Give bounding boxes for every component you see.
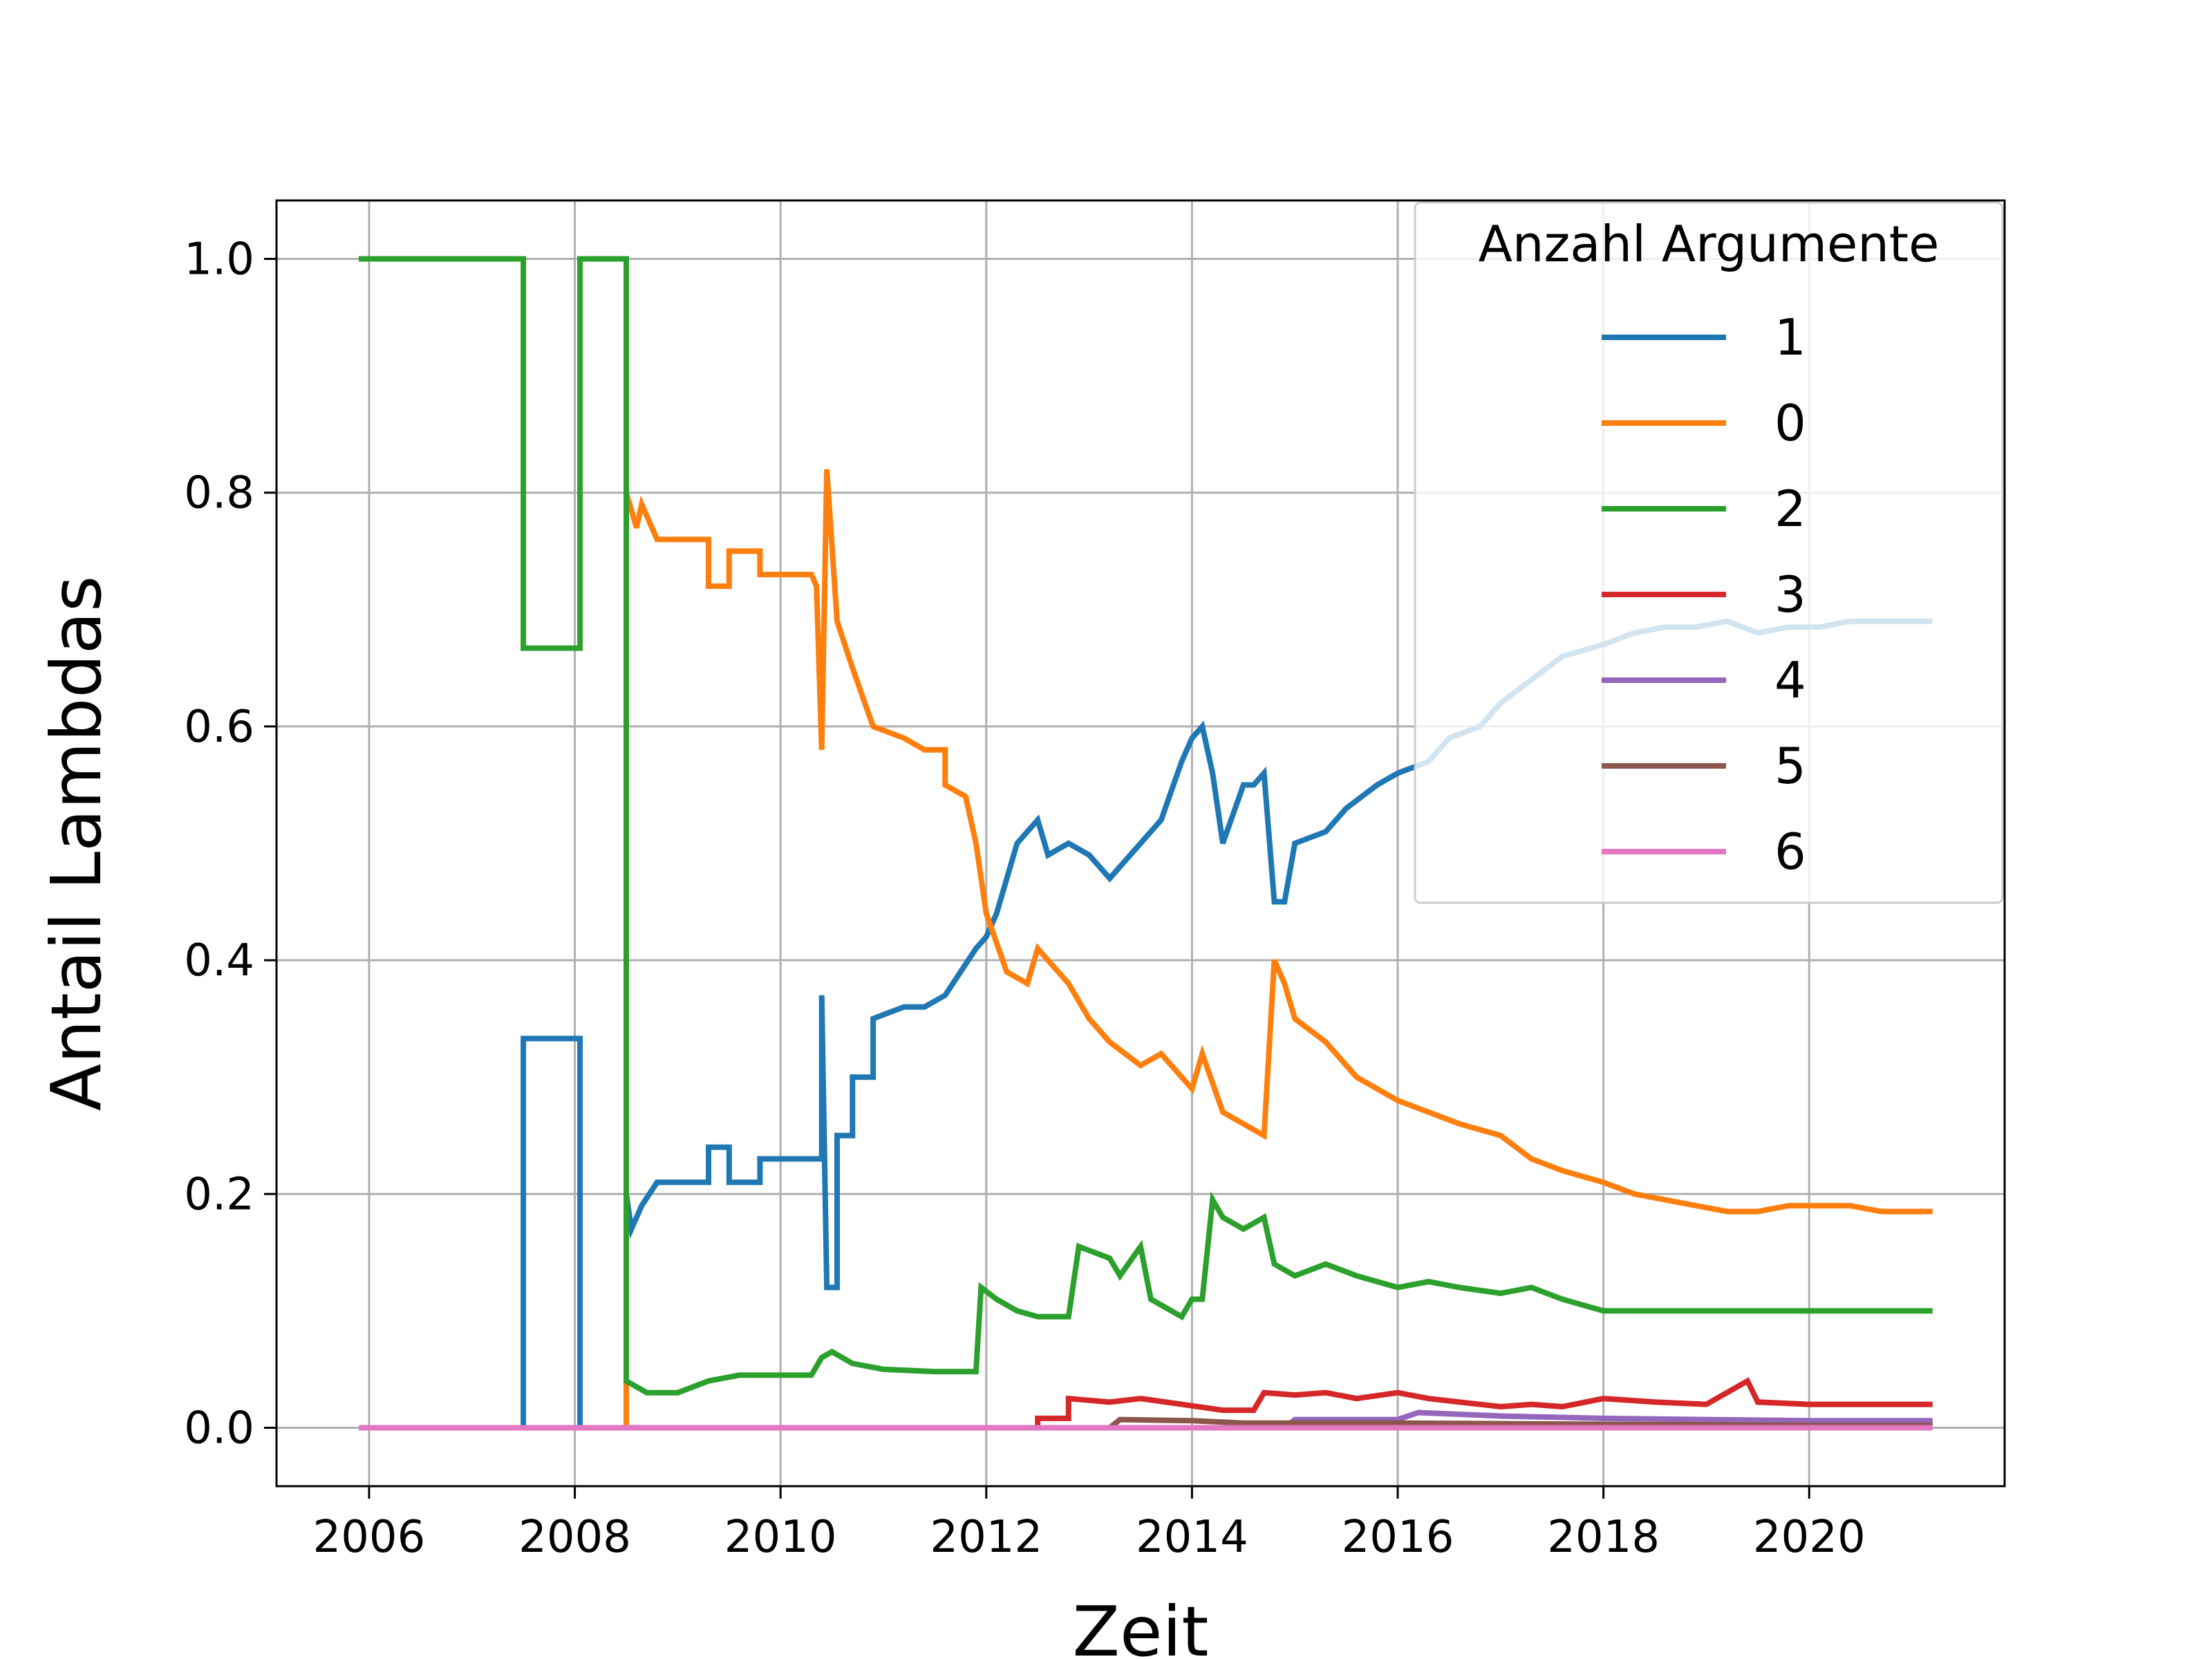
y-tick-label: 0.8	[184, 468, 254, 519]
legend-label-0: 0	[1774, 394, 1806, 452]
x-tick-label: 2010	[724, 1512, 837, 1563]
y-axis-label: Antail Lambdas	[36, 576, 117, 1111]
x-tick-label: 2018	[1547, 1512, 1660, 1563]
y-tick-label: 0.4	[184, 935, 254, 986]
legend-label-2: 2	[1774, 480, 1806, 538]
legend-label-5: 5	[1774, 737, 1806, 795]
legend-label-6: 6	[1774, 823, 1806, 881]
series-line-3	[359, 1377, 1933, 1431]
legend-label-4: 4	[1774, 651, 1806, 709]
x-axis-label: Zeit	[1072, 1591, 1208, 1659]
x-tick-label: 2006	[312, 1512, 425, 1563]
legend-label-1: 1	[1774, 308, 1806, 366]
y-tick-label: 0.2	[184, 1169, 254, 1220]
legend-items: 1 0 2 3 4 5 6	[1602, 308, 1806, 881]
y-tick-label: 1.0	[184, 234, 254, 285]
axis-ticks: 2006 2008 2010 2012 2014 2016 2018 20200.00.20.…	[184, 234, 1865, 1563]
x-tick-label: 2008	[518, 1512, 631, 1563]
y-tick-label: 0.0	[184, 1403, 254, 1454]
legend-label-3: 3	[1774, 565, 1806, 624]
x-tick-label: 2012	[930, 1512, 1042, 1563]
x-tick-label: 2020	[1753, 1512, 1866, 1563]
legend: Anzahl Argumente 1 0 2 3 4 5 6	[1414, 201, 2004, 904]
plot-frame	[275, 199, 2006, 1488]
series-line-2	[359, 256, 1933, 1396]
x-tick-label: 2014	[1136, 1512, 1248, 1563]
series-lines	[359, 256, 1933, 1431]
legend-title: Anzahl Argumente	[1479, 215, 1940, 273]
y-tick-label: 0.6	[184, 702, 254, 753]
series-line-0	[359, 469, 1933, 1431]
legend-box	[1414, 201, 2004, 904]
x-tick-label: 2016	[1342, 1512, 1454, 1563]
